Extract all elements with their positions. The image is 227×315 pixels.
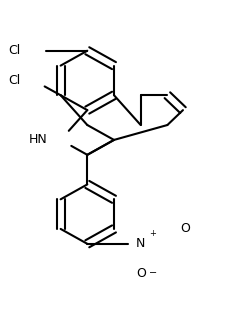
Text: HN: HN [28,134,47,146]
Text: −: − [148,268,156,278]
Text: O: O [135,267,145,280]
Text: O: O [180,222,190,235]
Text: +: + [149,229,156,238]
Text: N: N [136,237,145,250]
Text: Cl: Cl [8,74,20,87]
Text: Cl: Cl [8,44,20,57]
